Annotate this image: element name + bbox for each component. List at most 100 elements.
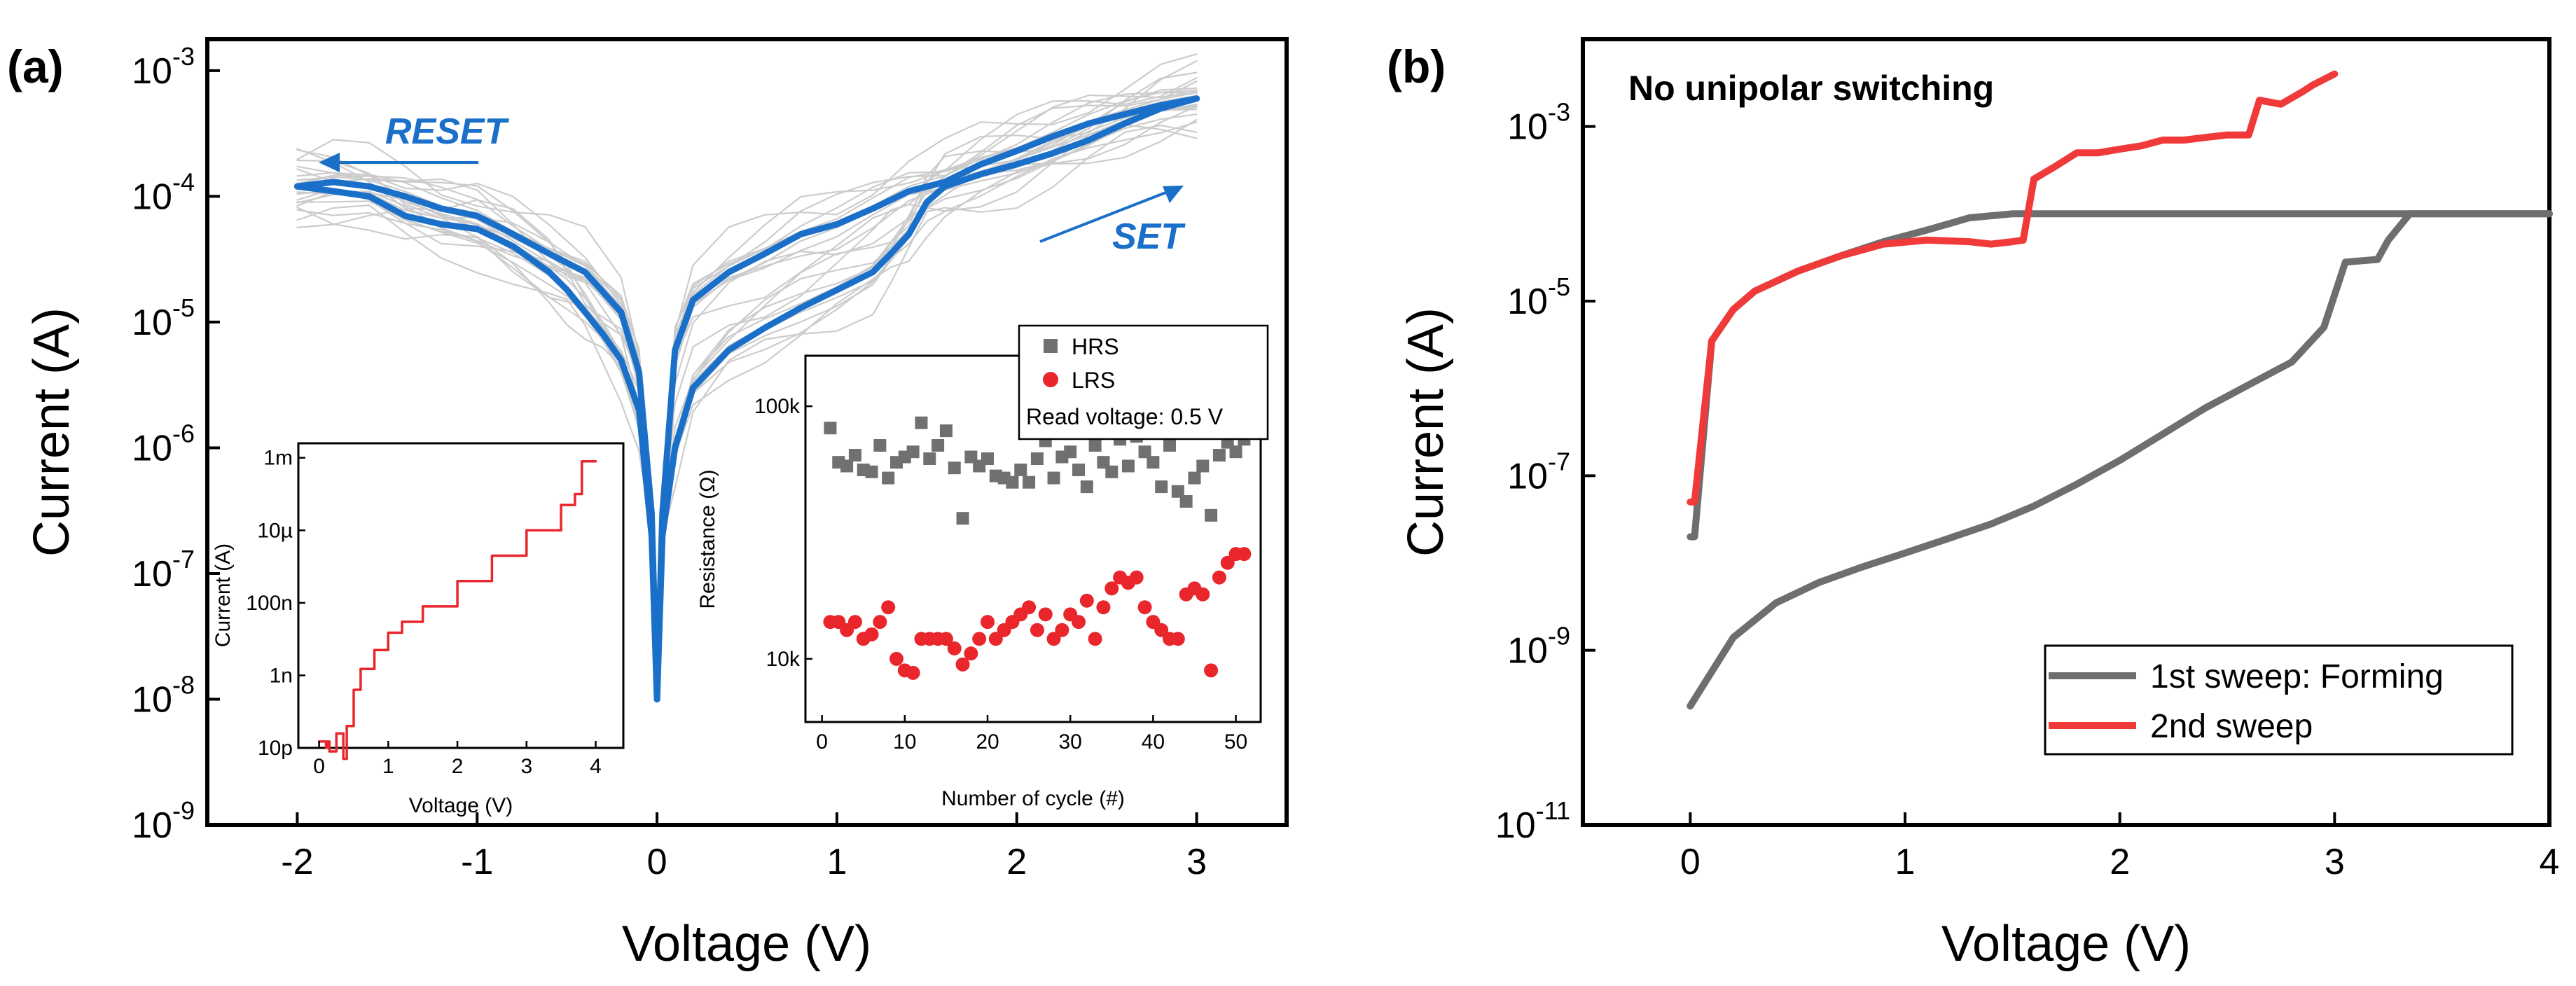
hrs-point bbox=[1155, 480, 1168, 494]
hrs-point bbox=[932, 439, 945, 452]
inset-right-y-tick-label: 10k bbox=[766, 648, 801, 671]
background-cycle-line bbox=[296, 207, 658, 700]
inset-left-y-tick-label: 100n bbox=[246, 592, 293, 615]
hrs-point bbox=[1047, 471, 1060, 485]
hrs-point bbox=[981, 452, 994, 466]
panel-a-label: (a) bbox=[7, 41, 64, 92]
panel-b-x-tick-label: 3 bbox=[2325, 842, 2345, 882]
inset-left-x-tick-label: 1 bbox=[382, 755, 394, 778]
panel-b-y-ticks: 10-11 10-9 10-7 10-5 10-3 bbox=[1495, 98, 1595, 846]
inset-right-x-axis-title: Number of cycle (#) bbox=[941, 787, 1125, 810]
panel-a-x-ticks: -2 -1 0 1 2 3 bbox=[281, 812, 1207, 882]
hrs-point bbox=[1196, 459, 1210, 473]
panel-b-x-tick-label: 2 bbox=[2110, 842, 2130, 882]
lrs-point bbox=[881, 600, 896, 615]
panel-b-legend-frame bbox=[2044, 644, 2514, 756]
panel-b-label: (b) bbox=[1387, 41, 1446, 92]
hrs-point bbox=[1097, 456, 1110, 469]
panel-a-highlight-series bbox=[293, 95, 1200, 702]
hrs-point bbox=[1205, 508, 1218, 522]
inset-left-y-tick-label: 1m bbox=[263, 447, 293, 470]
background-cycle-line bbox=[656, 103, 1198, 700]
hrs-point bbox=[1105, 465, 1119, 478]
hrs-point bbox=[1147, 456, 1160, 469]
inset-right-x-tick-label: 10 bbox=[893, 730, 916, 754]
panel-b-y-tick-label: 10-5 bbox=[1507, 272, 1570, 322]
background-cycle-line bbox=[296, 165, 658, 700]
inset-left-y-tick-label: 1n bbox=[270, 664, 293, 687]
hrs-point bbox=[1179, 495, 1193, 508]
lrs-point bbox=[1046, 632, 1061, 646]
hrs-point bbox=[824, 422, 837, 435]
hrs-point bbox=[1138, 445, 1151, 459]
panel-b-x-tick-label: 4 bbox=[2540, 842, 2560, 882]
lrs-point bbox=[864, 627, 879, 641]
panel-a-y-ticks: 10-9 10-8 10-7 10-6 10-5 10-4 10-3 bbox=[132, 42, 220, 846]
hrs-point bbox=[1171, 485, 1184, 498]
panel-b-y-tick-label: 10-3 bbox=[1507, 98, 1570, 148]
panel-b-y-tick-label: 10-11 bbox=[1495, 796, 1570, 846]
lrs-point bbox=[1105, 581, 1119, 596]
hrs-point bbox=[882, 471, 895, 485]
no-unipolar-switching-annotation: No unipolar switching bbox=[1628, 69, 1994, 108]
lrs-point bbox=[972, 632, 987, 646]
lrs-point bbox=[1220, 555, 1235, 570]
inset-left-iv-line bbox=[317, 459, 597, 761]
inset-right-x-tick-label: 30 bbox=[1058, 730, 1081, 754]
inset-left-x-tick-label: 2 bbox=[452, 755, 464, 778]
panel-a-y-tick-label: 10-4 bbox=[132, 167, 195, 217]
inset-right-series bbox=[823, 416, 1252, 680]
inset-left-x-axis-title: Voltage (V) bbox=[409, 794, 513, 817]
inset-left-x-tick-label: 4 bbox=[590, 755, 602, 778]
hrs-point bbox=[840, 459, 854, 473]
hrs-point bbox=[873, 439, 887, 452]
hrs-point bbox=[1014, 463, 1027, 476]
lrs-legend-label: LRS bbox=[1072, 368, 1115, 393]
lrs-point bbox=[1196, 587, 1210, 602]
hrs-point bbox=[1188, 471, 1201, 485]
background-cycle-line bbox=[296, 139, 658, 700]
second-sweep-legend-label: 2nd sweep bbox=[2150, 708, 2313, 745]
panel-a-x-axis-title: Voltage (V) bbox=[622, 916, 871, 972]
inset-right-x-tick-label: 40 bbox=[1142, 730, 1165, 754]
background-cycle-line bbox=[656, 53, 1198, 700]
hrs-point bbox=[939, 424, 953, 438]
hrs-point bbox=[1023, 475, 1036, 489]
panel-a-y-tick-label: 10-7 bbox=[132, 545, 195, 595]
forming-legend-label: 1st sweep: Forming bbox=[2150, 658, 2444, 695]
lrs-point bbox=[889, 651, 903, 666]
lrs-point bbox=[847, 615, 862, 630]
lrs-legend-marker bbox=[1043, 372, 1058, 387]
panel-b-y-tick-label: 10-7 bbox=[1507, 447, 1570, 497]
inset-right-y-ticks: 10k 100k bbox=[754, 395, 812, 671]
panel-b-x-axis-title: Voltage (V) bbox=[1941, 916, 2191, 972]
panel-a-y-tick-label: 10-8 bbox=[132, 670, 195, 720]
lrs-point bbox=[1096, 600, 1111, 615]
inset-right-x-tick-label: 0 bbox=[816, 730, 828, 754]
panel-a-plot-frame bbox=[205, 37, 1289, 827]
forming-sweep-line bbox=[1687, 210, 2553, 710]
lrs-point bbox=[1030, 623, 1044, 637]
panel-a-x-tick-label: 2 bbox=[1006, 842, 1027, 882]
background-cycle-line bbox=[656, 95, 1198, 700]
background-cycle-line bbox=[656, 90, 1198, 700]
set-arrow-line bbox=[1039, 189, 1172, 243]
hrs-point bbox=[1030, 452, 1044, 466]
lrs-point bbox=[988, 632, 1003, 646]
reset-arrow-head bbox=[319, 153, 340, 172]
second-sweep-line bbox=[1687, 70, 2339, 506]
highlighted-cycle-line bbox=[293, 179, 660, 702]
inset-right-y-axis-title: Resistance (Ω) bbox=[696, 469, 719, 609]
inset-left-y-axis-title: Current (A) bbox=[212, 543, 235, 647]
background-cycle-line bbox=[656, 60, 1198, 700]
background-cycle-line bbox=[296, 204, 658, 700]
lrs-point bbox=[1079, 593, 1094, 608]
panel-a-y-tick-label: 10-3 bbox=[132, 42, 195, 92]
inset-left-chart: 0 1 2 3 4 10p 1n 100n 10µ 1m Voltage (V) Current… bbox=[212, 442, 625, 817]
lrs-point bbox=[1212, 570, 1226, 585]
highlighted-cycle-line bbox=[293, 183, 660, 702]
highlighted-cycle-line bbox=[653, 95, 1200, 702]
